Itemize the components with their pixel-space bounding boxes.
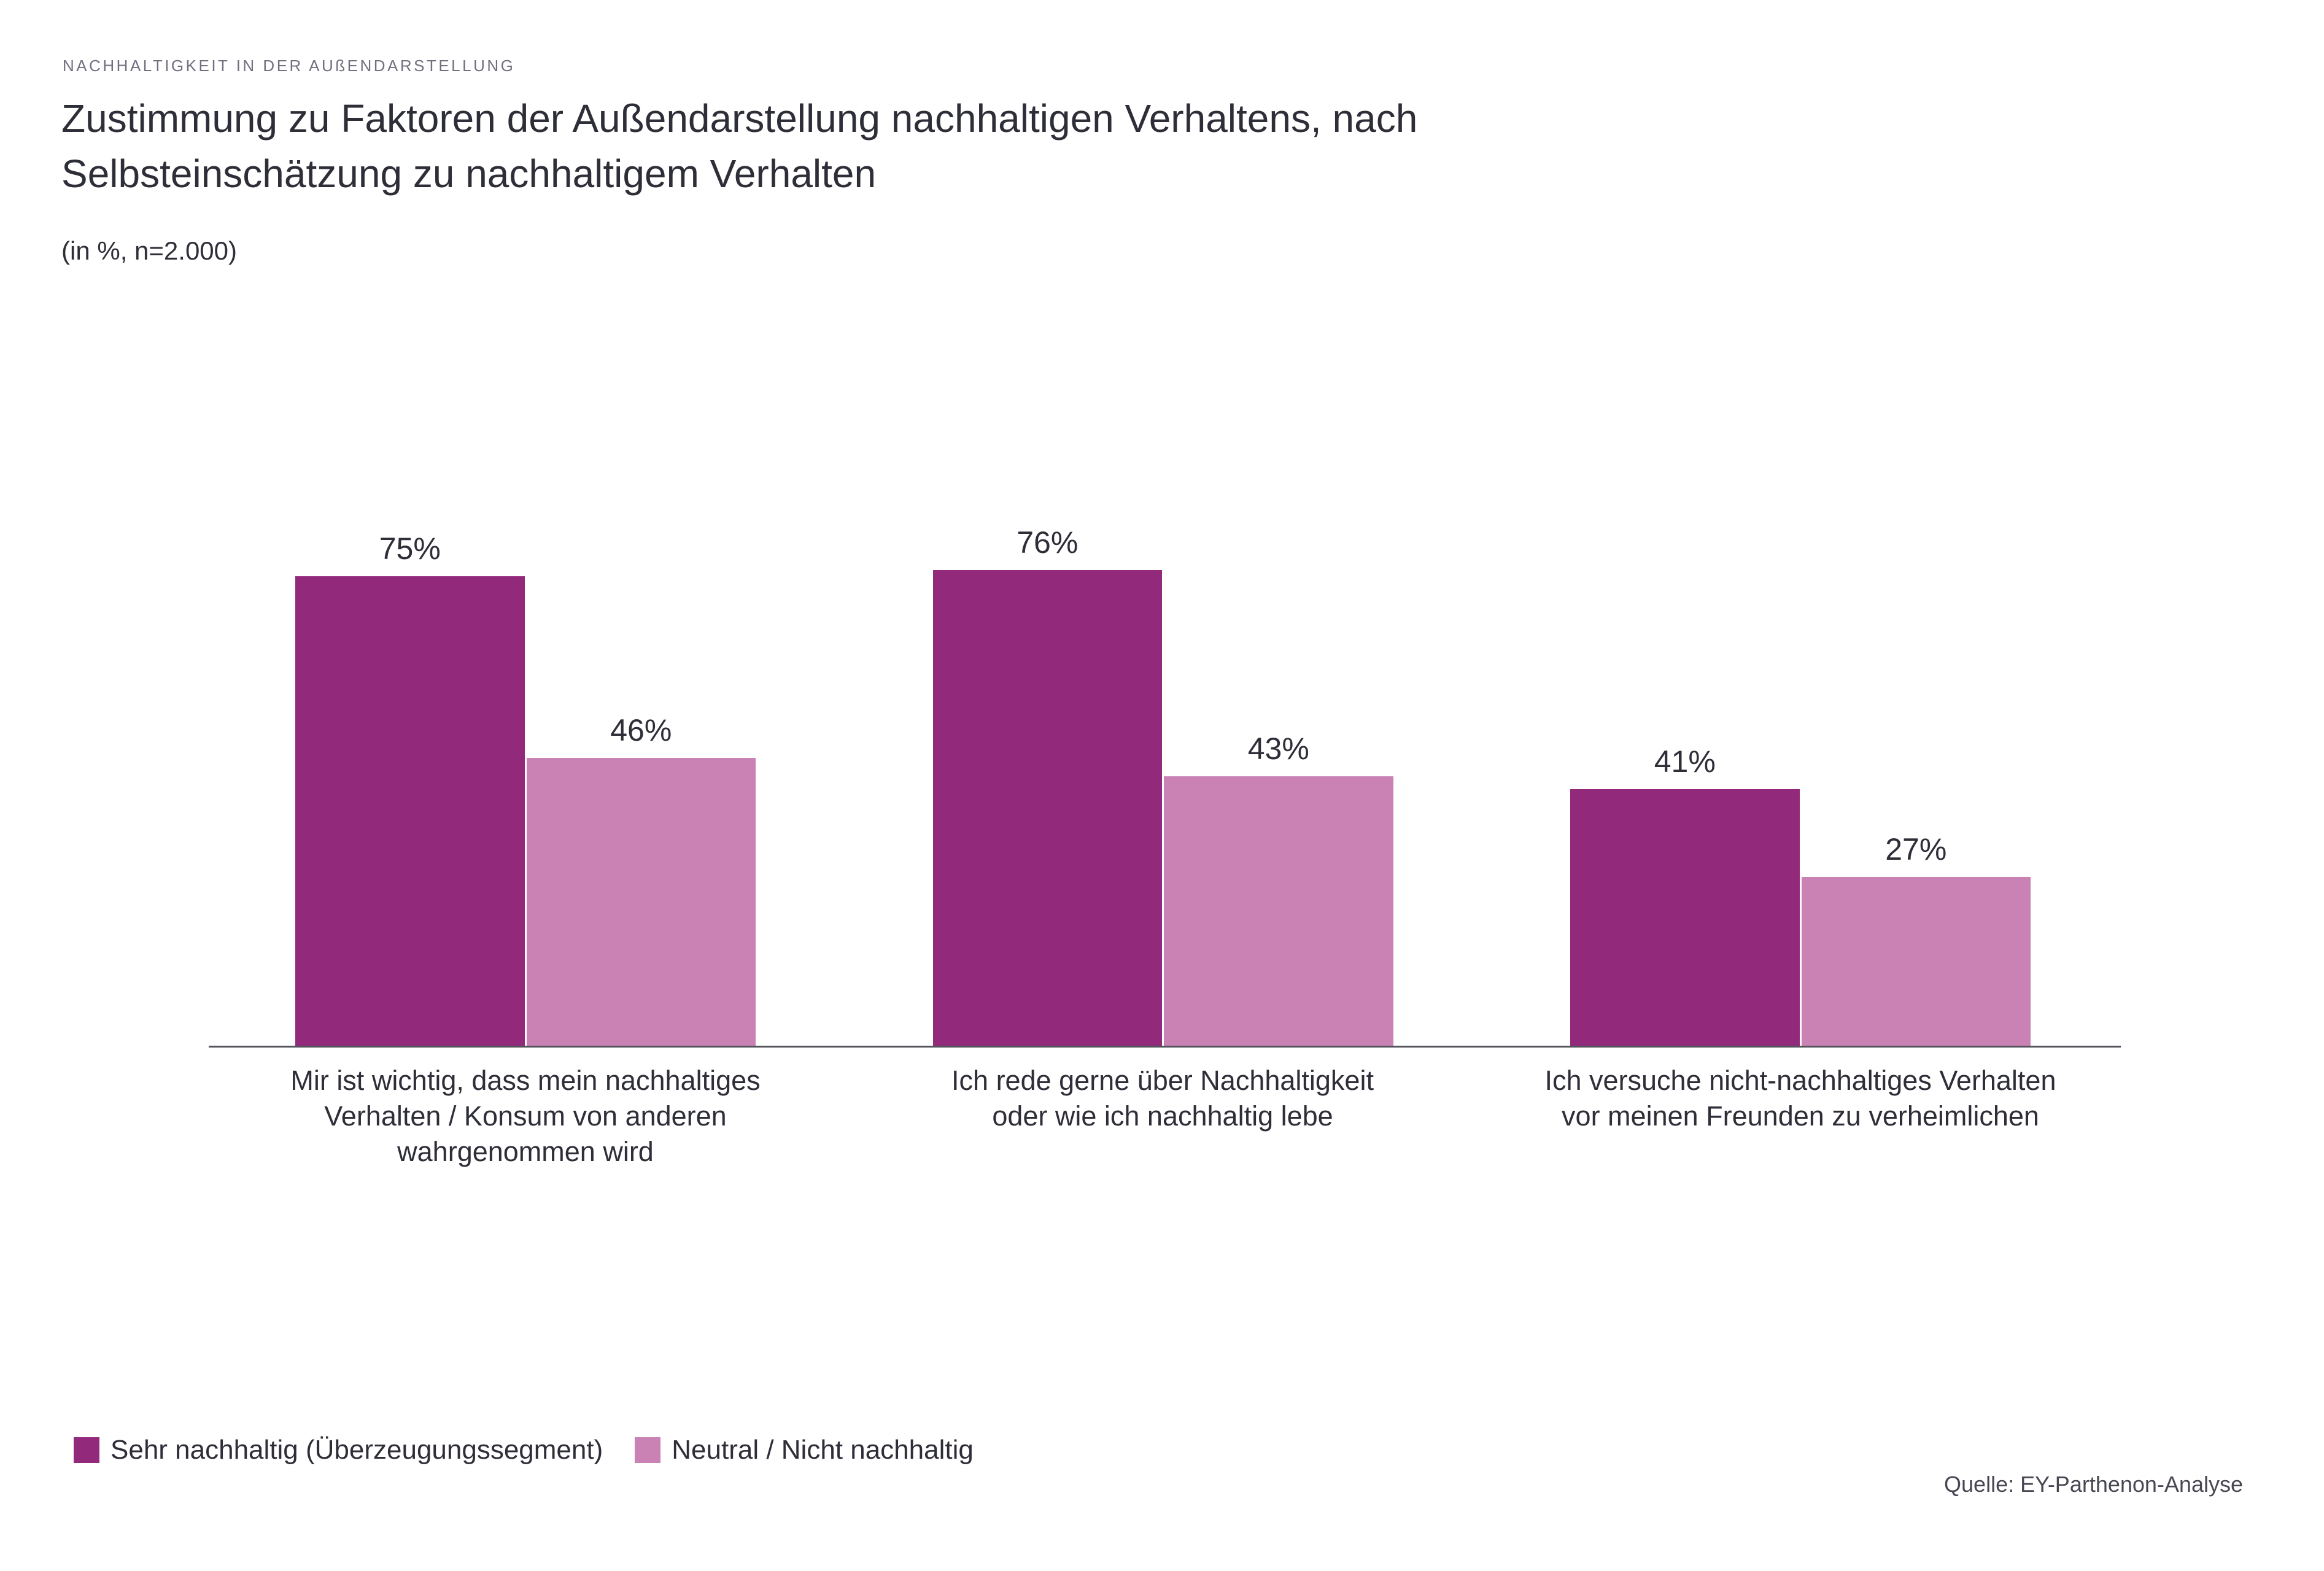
x-axis-line — [209, 1046, 2121, 1048]
bar-segment — [1801, 877, 2031, 1046]
bar-segment — [932, 570, 1162, 1046]
eyebrow-label: NACHHALTIGKEIT IN DER AUßENDARSTELLUNG — [63, 56, 516, 75]
bar-value-label: 75% — [379, 531, 441, 566]
bar-column-primary: 41% — [1570, 744, 1800, 1046]
bar-column-secondary: 46% — [526, 712, 756, 1046]
chart-subtitle: (in %, n=2.000) — [61, 236, 238, 265]
bar-group: 76% 43% — [932, 525, 1393, 1046]
legend-label: Neutral / Nicht nachhaltig — [672, 1435, 974, 1465]
category-label: Ich rede gerne über Nachhaltigkeit oder … — [951, 1065, 1374, 1132]
legend: Sehr nachhaltig (Überzeugungssegment) Neu… — [74, 1435, 974, 1465]
legend-label: Sehr nachhaltig (Überzeugungssegment) — [110, 1435, 603, 1465]
chart-title: Zustimmung zu Faktoren der Außendarstell… — [61, 96, 1418, 196]
category-label: Ich versuche nicht-nachhaltiges Verhalte… — [1544, 1065, 2056, 1132]
bar-groups: 75% 46% 76% 43% 41% 27% — [295, 371, 2031, 1046]
bar-value-label: 43% — [1247, 731, 1309, 766]
legend-item: Sehr nachhaltig (Überzeugungssegment) — [74, 1435, 603, 1465]
bar-value-label: 27% — [1885, 832, 1947, 867]
source-note: Quelle: EY-Parthenon-Analyse — [1944, 1472, 2243, 1497]
bar-segment — [1570, 789, 1800, 1046]
bar-value-label: 76% — [1017, 525, 1079, 560]
bar-segment — [295, 576, 525, 1046]
legend-swatch — [74, 1437, 99, 1463]
bar-group: 75% 46% — [295, 531, 756, 1046]
bar-segment — [526, 758, 756, 1046]
bar-group: 41% 27% — [1570, 744, 2031, 1046]
bar-column-primary: 75% — [295, 531, 525, 1046]
category-label: Mir ist wichtig, dass mein nachhaltiges … — [290, 1065, 761, 1167]
bar-column-secondary: 43% — [1164, 731, 1393, 1046]
bar-column-secondary: 27% — [1801, 832, 2031, 1046]
legend-swatch — [635, 1437, 661, 1463]
legend-item: Neutral / Nicht nachhaltig — [635, 1435, 974, 1465]
bar-value-label: 41% — [1654, 744, 1716, 779]
bar-column-primary: 76% — [932, 525, 1162, 1046]
bar-value-label: 46% — [610, 713, 672, 747]
bar-segment — [1164, 776, 1393, 1046]
